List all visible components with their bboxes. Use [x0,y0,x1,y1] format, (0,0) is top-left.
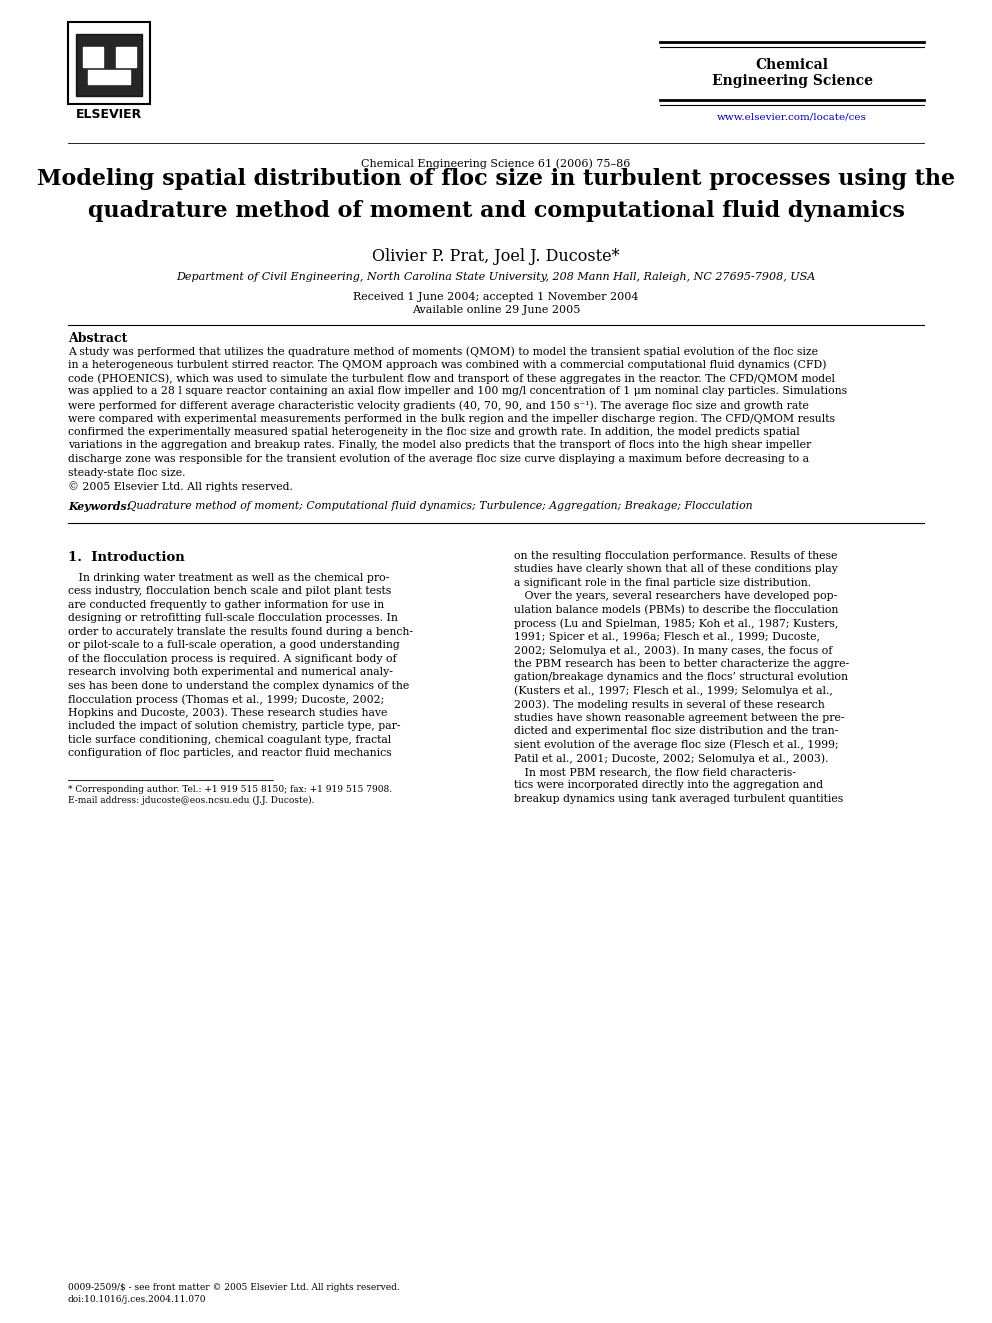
Text: Chemical Engineering Science 61 (2006) 75–86: Chemical Engineering Science 61 (2006) 7… [361,157,631,168]
Text: in a heterogeneous turbulent stirred reactor. The QMOM approach was combined wit: in a heterogeneous turbulent stirred rea… [68,360,826,370]
Text: quadrature method of moment and computational fluid dynamics: quadrature method of moment and computat… [87,200,905,222]
Text: Received 1 June 2004; accepted 1 November 2004: Received 1 June 2004; accepted 1 Novembe… [353,292,639,302]
Text: was applied to a 28 l square reactor containing an axial flow impeller and 100 m: was applied to a 28 l square reactor con… [68,386,847,397]
Text: research involving both experimental and numerical analy-: research involving both experimental and… [68,667,393,677]
Text: Hopkins and Ducoste, 2003). These research studies have: Hopkins and Ducoste, 2003). These resear… [68,708,387,718]
Text: configuration of floc particles, and reactor fluid mechanics: configuration of floc particles, and rea… [68,749,392,758]
Text: doi:10.1016/j.ces.2004.11.070: doi:10.1016/j.ces.2004.11.070 [68,1295,206,1304]
Text: Over the years, several researchers have developed pop-: Over the years, several researchers have… [514,591,837,601]
Text: included the impact of solution chemistry, particle type, par-: included the impact of solution chemistr… [68,721,401,732]
Text: flocculation process (Thomas et al., 1999; Ducoste, 2002;: flocculation process (Thomas et al., 199… [68,695,384,705]
Text: were performed for different average characteristic velocity gradients (40, 70, : were performed for different average cha… [68,400,808,410]
Text: breakup dynamics using tank averaged turbulent quantities: breakup dynamics using tank averaged tur… [514,794,843,804]
Text: Quadrature method of moment; Computational fluid dynamics; Turbulence; Aggregati: Quadrature method of moment; Computation… [124,501,753,512]
Text: Engineering Science: Engineering Science [711,74,873,89]
Text: ticle surface conditioning, chemical coagulant type, fractal: ticle surface conditioning, chemical coa… [68,734,391,745]
Text: code (PHOENICS), which was used to simulate the turbulent flow and transport of : code (PHOENICS), which was used to simul… [68,373,835,384]
Text: the PBM research has been to better characterize the aggre-: the PBM research has been to better char… [514,659,849,668]
Text: * Corresponding author. Tel.: +1 919 515 8150; fax: +1 919 515 7908.: * Corresponding author. Tel.: +1 919 515… [68,785,392,794]
Text: studies have shown reasonable agreement between the pre-: studies have shown reasonable agreement … [514,713,844,722]
Text: ELSEVIER: ELSEVIER [75,108,142,120]
Text: steady-state floc size.: steady-state floc size. [68,467,186,478]
Text: © 2005 Elsevier Ltd. All rights reserved.: © 2005 Elsevier Ltd. All rights reserved… [68,482,293,492]
Text: studies have clearly shown that all of these conditions play: studies have clearly shown that all of t… [514,564,838,574]
Text: In drinking water treatment as well as the chemical pro-: In drinking water treatment as well as t… [68,573,389,582]
Text: designing or retrofitting full-scale flocculation processes. In: designing or retrofitting full-scale flo… [68,614,398,623]
Text: (Kusters et al., 1997; Flesch et al., 1999; Selomulya et al.,: (Kusters et al., 1997; Flesch et al., 19… [514,685,833,696]
Text: Keywords:: Keywords: [68,501,131,512]
Text: Abstract: Abstract [68,332,127,345]
Text: 1.  Introduction: 1. Introduction [68,550,185,564]
Text: are conducted frequently to gather information for use in: are conducted frequently to gather infor… [68,599,384,610]
Text: gation/breakage dynamics and the flocs’ structural evolution: gation/breakage dynamics and the flocs’ … [514,672,848,683]
Text: variations in the aggregation and breakup rates. Finally, the model also predict: variations in the aggregation and breaku… [68,441,811,451]
Text: tics were incorporated directly into the aggregation and: tics were incorporated directly into the… [514,781,823,790]
Text: 2003). The modeling results in several of these research: 2003). The modeling results in several o… [514,700,824,710]
Text: 1991; Spicer et al., 1996a; Flesch et al., 1999; Ducoste,: 1991; Spicer et al., 1996a; Flesch et al… [514,632,820,642]
Text: A study was performed that utilizes the quadrature method of moments (QMOM) to m: A study was performed that utilizes the … [68,347,818,357]
Text: on the resulting flocculation performance. Results of these: on the resulting flocculation performanc… [514,550,837,561]
Text: Modeling spatial distribution of floc size in turbulent processes using the: Modeling spatial distribution of floc si… [37,168,955,191]
Text: 0009-2509/$ - see front matter © 2005 Elsevier Ltd. All rights reserved.: 0009-2509/$ - see front matter © 2005 El… [68,1283,400,1293]
Text: order to accurately translate the results found during a bench-: order to accurately translate the result… [68,627,413,636]
Text: Available online 29 June 2005: Available online 29 June 2005 [412,306,580,315]
Text: or pilot-scale to a full-scale operation, a good understanding: or pilot-scale to a full-scale operation… [68,640,400,650]
Text: ses has been done to understand the complex dynamics of the: ses has been done to understand the comp… [68,681,410,691]
Text: dicted and experimental floc size distribution and the tran-: dicted and experimental floc size distri… [514,726,838,737]
Text: 2002; Selomulya et al., 2003). In many cases, the focus of: 2002; Selomulya et al., 2003). In many c… [514,646,832,656]
Text: cess industry, flocculation bench scale and pilot plant tests: cess industry, flocculation bench scale … [68,586,391,597]
Text: confirmed the experimentally measured spatial heterogeneity in the floc size and: confirmed the experimentally measured sp… [68,427,800,437]
Text: Chemical: Chemical [756,58,828,71]
Text: discharge zone was responsible for the transient evolution of the average floc s: discharge zone was responsible for the t… [68,454,809,464]
Text: Department of Civil Engineering, North Carolina State University, 208 Mann Hall,: Department of Civil Engineering, North C… [177,273,815,282]
Text: of the flocculation process is required. A significant body of: of the flocculation process is required.… [68,654,397,664]
Text: sient evolution of the average floc size (Flesch et al., 1999;: sient evolution of the average floc size… [514,740,838,750]
Text: process (Lu and Spielman, 1985; Koh et al., 1987; Kusters,: process (Lu and Spielman, 1985; Koh et a… [514,618,838,628]
Text: E-mail address: jducoste@eos.ncsu.edu (J.J. Ducoste).: E-mail address: jducoste@eos.ncsu.edu (J… [68,795,314,804]
Text: Patil et al., 2001; Ducoste, 2002; Selomulya et al., 2003).: Patil et al., 2001; Ducoste, 2002; Selom… [514,753,828,763]
Text: were compared with experimental measurements performed in the bulk region and th: were compared with experimental measurem… [68,414,835,423]
Bar [68,22,150,105]
Text: In most PBM research, the flow field characteris-: In most PBM research, the flow field cha… [514,767,796,777]
Text: www.elsevier.com/locate/ces: www.elsevier.com/locate/ces [717,112,867,120]
Text: a significant role in the final particle size distribution.: a significant role in the final particle… [514,578,811,587]
Text: ulation balance models (PBMs) to describe the flocculation: ulation balance models (PBMs) to describ… [514,605,838,615]
Text: Olivier P. Prat, Joel J. Ducoste*: Olivier P. Prat, Joel J. Ducoste* [372,247,620,265]
